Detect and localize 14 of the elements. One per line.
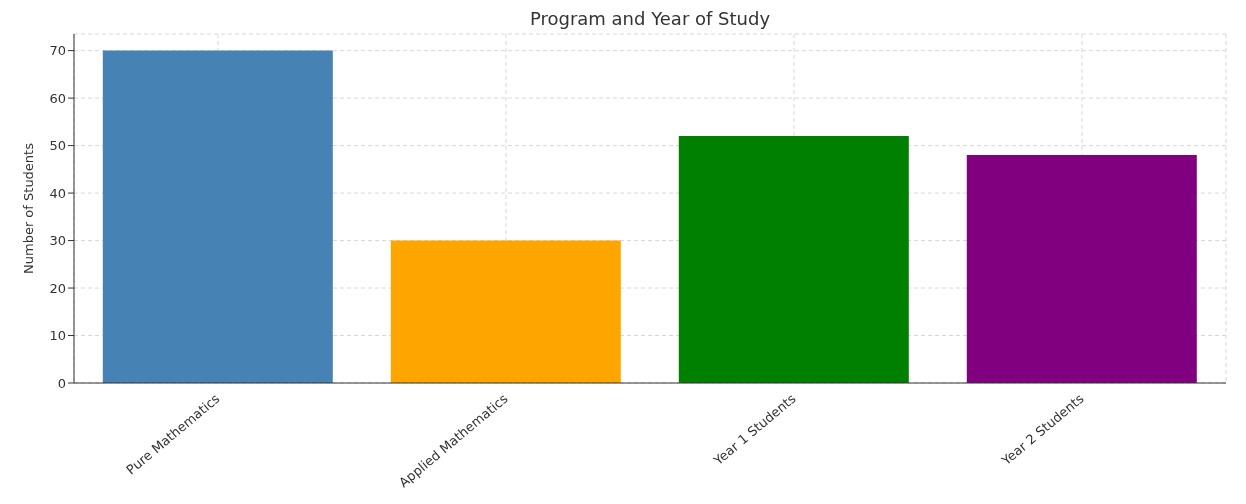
y-tick-label: 30 <box>49 233 66 249</box>
chart-title: Program and Year of Study <box>528 8 772 29</box>
bar <box>390 240 621 383</box>
bar <box>102 50 333 383</box>
y-tick-label: 0 <box>57 375 66 391</box>
y-tick-label: 10 <box>49 328 66 344</box>
y-axis-title: Number of Students <box>20 142 36 274</box>
y-tick-label: 50 <box>49 138 66 154</box>
y-tick-label: 60 <box>49 90 66 106</box>
y-tick-label: 40 <box>49 185 66 201</box>
bar <box>966 155 1197 383</box>
bar <box>678 136 909 383</box>
y-tick-label: 20 <box>49 280 66 296</box>
y-tick-label: 70 <box>49 43 66 59</box>
